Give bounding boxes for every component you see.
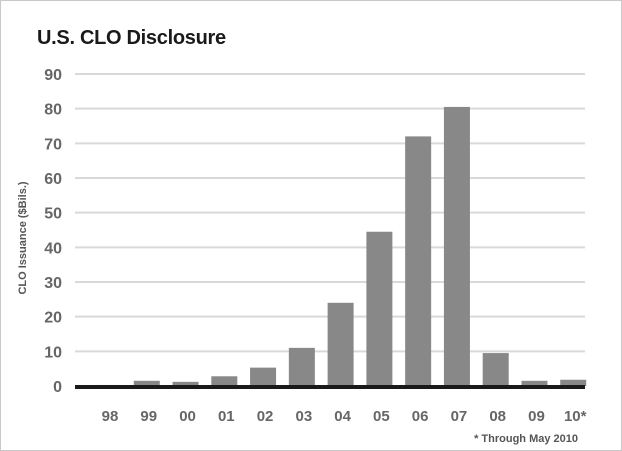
bar <box>560 379 587 386</box>
bars <box>95 106 587 386</box>
chart-title: U.S. CLO Disclosure <box>37 27 226 49</box>
x-tick-label: 98 <box>102 408 119 425</box>
x-tick-label: 01 <box>218 408 235 425</box>
y-tick-label: 80 <box>44 102 62 119</box>
y-tick-label: 30 <box>44 275 62 292</box>
y-tick-label: 0 <box>53 379 62 396</box>
x-tick-label: 06 <box>412 408 429 425</box>
x-tick-label: 03 <box>296 408 313 425</box>
x-tick-labels: 98 99 00 01 02 03 04 05 06 07 08 09 10* <box>102 408 587 425</box>
y-tick-label: 70 <box>44 136 62 153</box>
y-tick-label: 50 <box>44 206 62 223</box>
y-tick-labels: 0 10 20 30 40 50 60 70 80 90 <box>44 67 62 396</box>
y-tick-label: 10 <box>44 344 62 361</box>
x-tick-label: 07 <box>451 408 468 425</box>
bar <box>482 353 509 386</box>
x-tick-label: 00 <box>179 408 196 425</box>
footnote: * Through May 2010 <box>474 433 578 445</box>
bar <box>327 302 354 386</box>
y-tick-label: 20 <box>44 310 62 327</box>
x-tick-label: 99 <box>140 408 157 425</box>
bar <box>288 347 315 386</box>
bar <box>521 380 548 386</box>
bar <box>405 136 432 386</box>
bar <box>366 231 393 386</box>
x-tick-label: 08 <box>489 408 506 425</box>
bar <box>250 367 277 386</box>
bar <box>443 106 470 386</box>
x-tick-label: 05 <box>373 408 390 425</box>
bar <box>211 376 238 386</box>
x-tick-label: 10* <box>564 408 587 425</box>
y-tick-label: 90 <box>44 67 62 84</box>
bar <box>172 381 199 386</box>
x-tick-label: 09 <box>528 408 545 425</box>
x-tick-label: 04 <box>334 408 351 425</box>
y-tick-label: 60 <box>44 171 62 188</box>
bar <box>133 380 160 386</box>
x-tick-label: 02 <box>257 408 274 425</box>
y-tick-label: 40 <box>44 240 62 257</box>
y-axis-label: CLO Issuance ($Bils.) <box>17 181 29 294</box>
